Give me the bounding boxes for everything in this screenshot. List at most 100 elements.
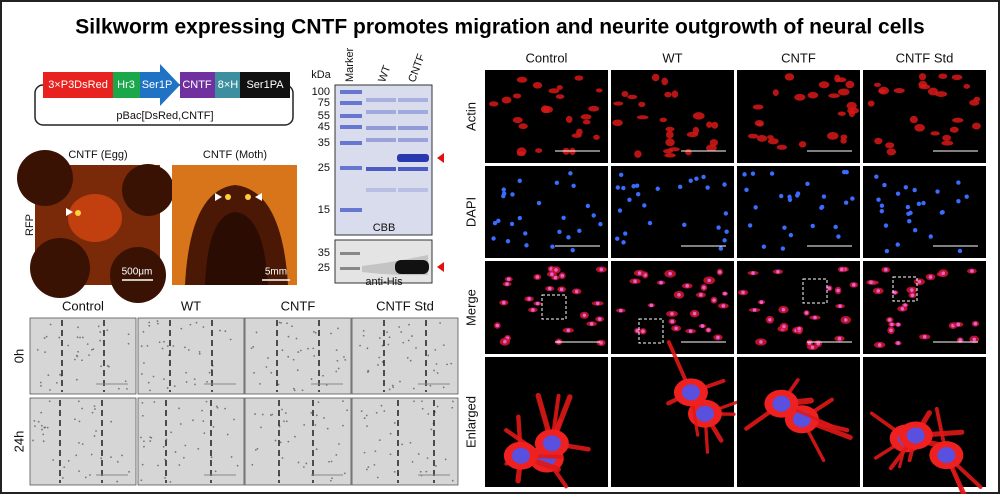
merged-nucleus [718, 270, 722, 274]
cell-dot [292, 358, 295, 361]
nucleus [782, 225, 787, 230]
blot-marker-label: 25 [318, 262, 330, 274]
cell-dot [184, 346, 186, 349]
nucleus [742, 172, 747, 177]
merged-nucleus [884, 267, 888, 272]
merged-nucleus [599, 267, 604, 272]
nucleus [912, 187, 917, 193]
nucleus [956, 198, 961, 204]
nucleus [496, 218, 501, 223]
marker-band [340, 125, 362, 129]
merged-nucleus [554, 268, 558, 272]
egg [68, 194, 122, 242]
actin-cell [756, 134, 768, 142]
cell-dot [44, 351, 46, 353]
nucleus [570, 247, 575, 253]
merged-nucleus [970, 269, 974, 273]
segment-label: Ser1P [142, 79, 173, 91]
cell-dot [393, 470, 396, 473]
cell-dot [284, 412, 287, 414]
actin-cell [671, 90, 679, 98]
cell-dot [252, 345, 255, 348]
cell-dot [193, 378, 196, 381]
merged-nucleus [553, 275, 558, 280]
actin-cell [963, 84, 971, 89]
cell-dot [58, 336, 61, 339]
merged-nucleus [712, 298, 716, 302]
cell-dot [166, 387, 169, 389]
cell-dot [328, 460, 330, 463]
cell-dot [367, 466, 370, 469]
blot-marker-band [340, 267, 360, 270]
micrograph [737, 166, 860, 258]
merged-nucleus [531, 308, 535, 312]
cell-dot [430, 428, 433, 431]
nucleus [577, 228, 582, 234]
cell-dot [375, 411, 378, 414]
cell-nucleus [772, 395, 791, 412]
cell-dot [291, 325, 293, 328]
cell-dot [274, 439, 277, 442]
actin-cell [952, 117, 964, 123]
cell-dot [110, 456, 112, 459]
nucleus [598, 221, 603, 227]
cell-dot [336, 359, 339, 362]
nucleus [585, 203, 591, 209]
column-label: WT [662, 50, 682, 65]
segment [180, 72, 215, 98]
cell-dot [184, 444, 187, 447]
marker-band [340, 114, 362, 118]
merged-nucleus [869, 280, 873, 285]
merged-nucleus [752, 308, 757, 312]
cell-dot [86, 343, 89, 346]
cell-dot [152, 375, 155, 378]
cell-dot [408, 323, 410, 326]
merged-nucleus [692, 311, 697, 316]
merged-nucleus [688, 329, 693, 333]
cell-dot [378, 337, 381, 339]
cell-dot [185, 371, 188, 374]
cell-dot [331, 477, 333, 480]
cell-dot [310, 411, 313, 414]
cell-dot [90, 453, 93, 456]
merged-nucleus [641, 329, 645, 334]
cell-dot [434, 465, 437, 467]
cell-dot [224, 330, 227, 333]
actin-cell [784, 73, 795, 81]
merged-nucleus [637, 271, 642, 275]
merged-nucleus [910, 293, 915, 298]
row-label: Actin [463, 102, 478, 131]
cell-dot [148, 324, 151, 327]
cell-dot [374, 450, 377, 453]
cell-dot [91, 411, 94, 414]
cell-dot [180, 327, 183, 330]
actin-cell [848, 109, 855, 118]
row-label: 24h [11, 431, 26, 453]
merged-nucleus [973, 321, 978, 326]
merged-nucleus [560, 273, 565, 278]
cell-dot [406, 357, 409, 359]
merged-nucleus [887, 318, 892, 322]
cell-dot [32, 439, 34, 442]
cell-dot [140, 345, 143, 348]
cell-dot [254, 413, 256, 415]
blot-marker-label: 35 [318, 247, 330, 259]
actin-cell [663, 149, 674, 154]
nucleus [844, 169, 849, 175]
micrograph [737, 70, 860, 163]
actin-cell [918, 80, 928, 88]
nucleus [787, 194, 792, 200]
segment-label: Ser1PA [246, 79, 284, 91]
merged-nucleus [559, 287, 564, 292]
cell-dot [59, 373, 61, 376]
actin-cell [634, 150, 642, 158]
actin-cell [621, 90, 629, 97]
cell-dot [411, 460, 414, 463]
actin-cell [636, 115, 649, 120]
marker-band [340, 166, 362, 170]
merged-nucleus [702, 285, 706, 290]
cell-dot [41, 428, 43, 431]
merged-nucleus [721, 304, 726, 308]
cell-dot [141, 414, 144, 417]
actin-cell [692, 112, 705, 120]
